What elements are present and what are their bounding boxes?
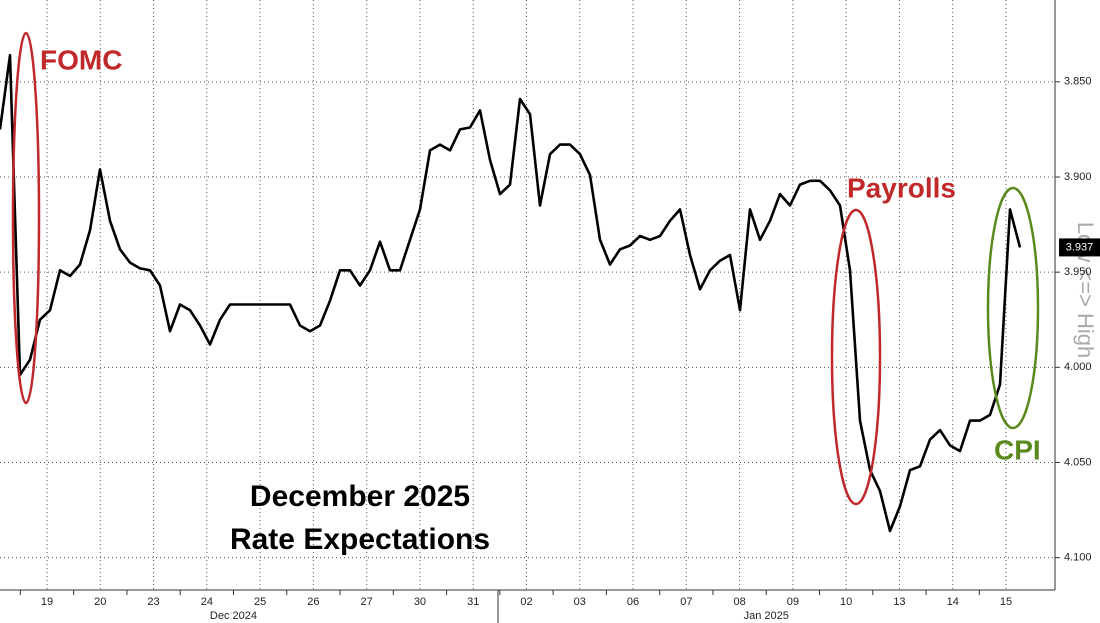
x-tick-label: 07 xyxy=(680,596,692,608)
x-tick-label: 13 xyxy=(893,596,905,608)
cpi-ellipse xyxy=(986,186,1040,430)
chart-title: December 2025 xyxy=(250,480,470,513)
x-tick-label: 09 xyxy=(787,596,799,608)
payrolls-ellipse xyxy=(830,208,882,506)
x-tick-label: 27 xyxy=(361,596,373,608)
x-tick-label: 10 xyxy=(840,596,852,608)
month-label: Dec 2024 xyxy=(210,610,257,622)
x-tick-label: 31 xyxy=(467,596,479,608)
x-tick-label: 02 xyxy=(520,596,532,608)
annotation-cpi: CPI xyxy=(994,434,1041,465)
y-tick-label: 4.100 xyxy=(1064,552,1092,564)
x-tick-label: 06 xyxy=(627,596,639,608)
x-tick-label: 23 xyxy=(147,596,159,608)
x-tick-label: 25 xyxy=(254,596,266,608)
x-tick-label: 08 xyxy=(733,596,745,608)
x-tick-label: 20 xyxy=(94,596,106,608)
x-tick-label: 24 xyxy=(201,596,213,608)
x-tick-label: 19 xyxy=(41,596,53,608)
last-value-label: 3.937 xyxy=(1066,241,1094,253)
last-value-box xyxy=(1059,238,1100,257)
y-tick-label: 3.950 xyxy=(1064,266,1092,278)
line-series xyxy=(0,53,1022,533)
annotation-payrolls: Payrolls xyxy=(847,172,956,203)
plot-area xyxy=(0,53,1022,533)
x-tick-label: 03 xyxy=(574,596,586,608)
x-tick-label: 26 xyxy=(307,596,319,608)
annotation-fomc: FOMC xyxy=(40,44,122,75)
x-tick-label: 14 xyxy=(947,596,959,608)
x-tick-label: 15 xyxy=(1000,596,1012,608)
y-tick-label: 4.050 xyxy=(1064,456,1092,468)
y-tick-label: 3.850 xyxy=(1064,76,1092,88)
chart-title: Rate Expectations xyxy=(230,523,490,556)
y-tick-label: 3.900 xyxy=(1064,171,1092,183)
fomc-ellipse xyxy=(11,31,41,405)
x-tick-label: 30 xyxy=(414,596,426,608)
month-label: Jan 2025 xyxy=(744,610,789,622)
y-tick-label: 4.000 xyxy=(1064,361,1092,373)
